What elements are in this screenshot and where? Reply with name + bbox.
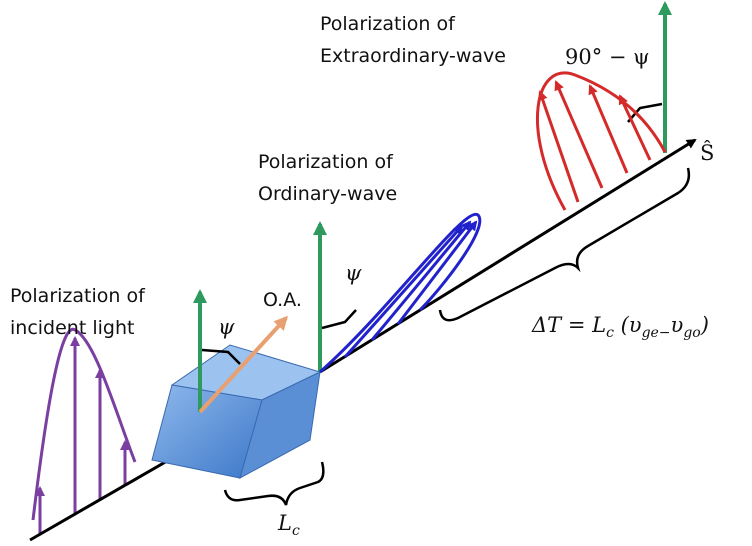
label: Polarization of	[320, 13, 456, 35]
subscript: c	[606, 325, 614, 341]
incident-wave	[31, 327, 137, 535]
beam-out	[319, 138, 697, 374]
label: Polarization of	[258, 151, 394, 173]
subscript: go	[683, 325, 700, 341]
label: incident light	[10, 317, 134, 339]
angle-arc	[321, 309, 357, 330]
part: υ	[671, 313, 684, 337]
subscript: c	[292, 523, 300, 539]
angle-label: ψ	[345, 261, 362, 285]
angle-label: ψ	[218, 315, 235, 339]
part: )	[700, 313, 709, 337]
part: (υ	[614, 313, 642, 337]
subscript: ge−	[642, 325, 671, 341]
angle-arc	[627, 102, 663, 123]
extraordinary-wave	[536, 71, 667, 211]
label: Polarization of	[10, 285, 146, 307]
direction-label: Ŝ	[700, 140, 714, 165]
symbol: L	[277, 511, 292, 535]
label: Ordinary-wave	[258, 183, 397, 205]
optic-axis-arrow	[198, 315, 289, 414]
delay-label: ΔT = Lc (υge−υgo)	[531, 313, 709, 341]
length-label: Lc	[277, 511, 300, 539]
delay-bracket	[438, 167, 691, 322]
ordinary-wave	[319, 212, 482, 374]
angle-arc	[201, 348, 241, 365]
angle-label: 90° − ψ	[565, 45, 650, 69]
part: ΔT = L	[531, 313, 606, 337]
length-bracket	[223, 461, 325, 506]
label: O.A.	[263, 289, 302, 311]
crystal	[151, 344, 322, 480]
label: Extraordinary-wave	[320, 45, 506, 67]
